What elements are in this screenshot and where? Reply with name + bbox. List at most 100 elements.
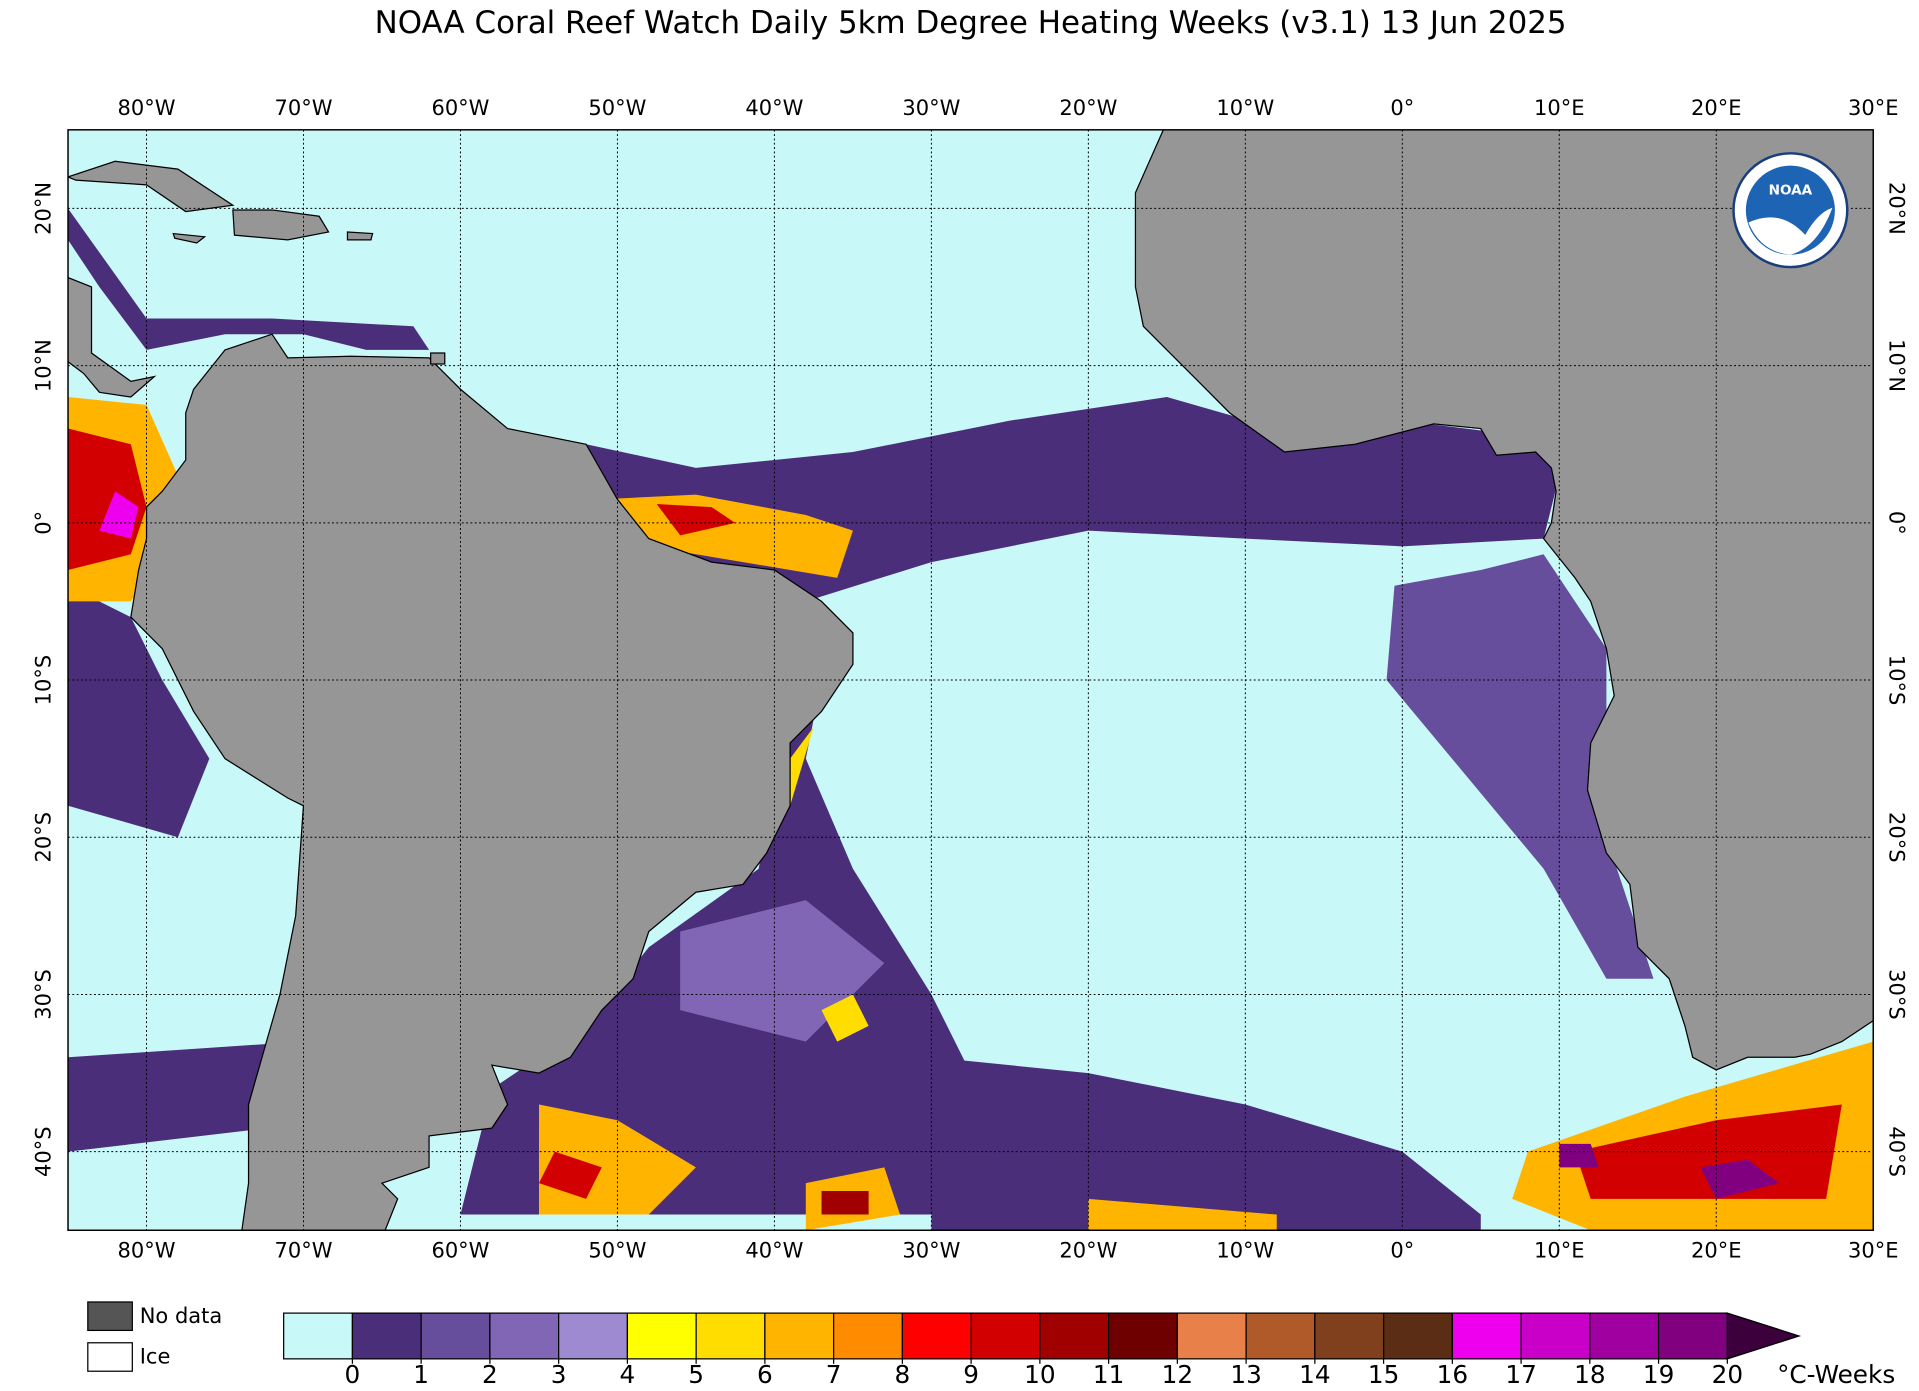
- lon-label-bottom: 0°: [1390, 1237, 1414, 1262]
- colorbar-tick-label: 15: [1368, 1360, 1399, 1389]
- land: [430, 352, 446, 365]
- colorbar-cell: [1382, 1312, 1453, 1360]
- colorbar-cell: [1451, 1312, 1522, 1360]
- colorbar-tick-label: 17: [1505, 1360, 1536, 1389]
- lat-label-right: 0°: [1884, 511, 1909, 535]
- legend: No data Ice: [87, 1301, 223, 1372]
- colorbar-cell: [1245, 1312, 1316, 1360]
- colorbar-cell: [489, 1312, 560, 1360]
- colorbar-tick-label: 13: [1230, 1360, 1261, 1389]
- colorbar-tick-label: 14: [1299, 1360, 1330, 1389]
- colorbar: 0 1 2 3 4 5 6 7 8 9 10 11 12 13 14 15 16 17 18 19 20 °C-Weeks: [283, 1312, 1895, 1389]
- colorbar-tick-label: 0: [345, 1360, 361, 1389]
- logo-bird: [1748, 207, 1833, 255]
- colorbar-extension: [1726, 1312, 1802, 1360]
- colorbar-tick-label: 7: [826, 1360, 842, 1389]
- heat-patch: [1559, 1143, 1599, 1168]
- lon-label-bottom: 10°E: [1534, 1237, 1585, 1262]
- lon-label-bottom: 50°W: [588, 1237, 646, 1262]
- legend-swatch: [87, 1342, 133, 1372]
- colorbar-tick-label: 6: [757, 1360, 773, 1389]
- colorbar-cell: [626, 1312, 697, 1360]
- colorbar-cell: [1589, 1312, 1660, 1360]
- lat-label-right: 40°S: [1884, 1126, 1909, 1177]
- noaa-logo: NOAA: [1732, 152, 1849, 269]
- colorbar-cell: [1314, 1312, 1385, 1360]
- colorbar-tick-label: 5: [688, 1360, 704, 1389]
- colorbar-tick-label: 18: [1574, 1360, 1605, 1389]
- lon-label-bottom: 10°W: [1216, 1237, 1274, 1262]
- lat-label-right: 20°N: [1884, 182, 1909, 235]
- land: [1134, 129, 1874, 1071]
- heat-patch: [1386, 554, 1654, 979]
- lon-label-top: 40°W: [745, 95, 803, 120]
- lon-label-bottom: 20°E: [1691, 1237, 1742, 1262]
- heat-patch: [99, 491, 139, 539]
- logo-text: NOAA: [1769, 182, 1813, 198]
- colorbar-cell: [833, 1312, 903, 1360]
- lat-label-left: 10°N: [31, 339, 56, 392]
- lon-label-bottom: 20°W: [1059, 1237, 1117, 1262]
- colorbar-tick-label: 16: [1437, 1360, 1468, 1389]
- colorbar-cell: [558, 1312, 629, 1360]
- colorbar-cell: [283, 1312, 354, 1360]
- lon-label-top: 0°: [1390, 95, 1414, 120]
- colorbar-cell: [420, 1312, 491, 1360]
- lon-label-top: 30°E: [1848, 95, 1899, 120]
- heat-patch: [821, 994, 869, 1042]
- lat-label-right: 10°S: [1884, 655, 1909, 706]
- lat-label-right: 30°S: [1884, 969, 1909, 1020]
- heat-patch: [601, 494, 853, 578]
- heat-patch: [68, 585, 210, 838]
- land: [130, 333, 854, 1231]
- lon-label-bottom: 40°W: [745, 1237, 803, 1262]
- colorbar-cell: [1657, 1312, 1728, 1360]
- colorbar-tick-label: 8: [895, 1360, 911, 1389]
- land: [346, 231, 374, 241]
- land-layer: [68, 129, 1874, 1231]
- lat-label-left: 20°N: [31, 182, 56, 235]
- legend-label: Ice: [140, 1344, 171, 1369]
- colorbar-cell: [695, 1312, 766, 1360]
- lon-label-top: 70°W: [274, 95, 332, 120]
- lon-label-bottom: 70°W: [274, 1237, 332, 1262]
- colorbar-cell: [764, 1312, 835, 1360]
- colorbar-unit: °C-Weeks: [1777, 1360, 1895, 1389]
- land: [68, 276, 157, 398]
- lon-label-top: 50°W: [588, 95, 646, 120]
- legend-label: No data: [140, 1303, 223, 1328]
- colorbar-tick-label: 1: [413, 1360, 429, 1389]
- lon-label-top: 20°E: [1691, 95, 1742, 120]
- colorbar-tick-label: 2: [482, 1360, 498, 1389]
- colorbar-cell: [351, 1312, 422, 1360]
- lat-label-left: 20°S: [31, 812, 56, 863]
- heat-patch: [538, 1151, 602, 1199]
- lon-label-top: 30°W: [902, 95, 960, 120]
- legend-swatch: [87, 1301, 133, 1332]
- colorbar-tick-label: 4: [620, 1360, 636, 1389]
- colorbar-tick-label: 9: [963, 1360, 979, 1389]
- colorbar-tick-label: 3: [551, 1360, 567, 1389]
- colorbar-cell: [1107, 1312, 1178, 1360]
- colorbar-cell: [1520, 1312, 1591, 1360]
- grid-layer: 80°W 80°W 70°W 70°W 60°W 60°W 50°W 50°W 40°W 40°W…: [31, 95, 1910, 1262]
- lon-label-bottom: 30°E: [1848, 1237, 1899, 1262]
- lon-label-top: 80°W: [118, 95, 176, 120]
- colorbar-cell: [1176, 1312, 1247, 1360]
- colorbar-tick-label: 20: [1712, 1360, 1743, 1389]
- title: NOAA Coral Reef Watch Daily 5km Degree H…: [375, 5, 1567, 41]
- heat-patch: [68, 208, 430, 350]
- lat-label-left: 40°S: [31, 1126, 56, 1177]
- lon-label-top: 10°E: [1534, 95, 1585, 120]
- lon-label-top: 10°W: [1216, 95, 1274, 120]
- lat-label-right: 10°N: [1884, 339, 1909, 392]
- heat-patch: [1088, 1198, 1277, 1231]
- land: [172, 232, 207, 244]
- lat-label-left: 10°S: [31, 655, 56, 706]
- lon-label-top: 60°W: [431, 95, 489, 120]
- heat-patch: [821, 1190, 869, 1215]
- colorbar-tick-label: 10: [1024, 1360, 1055, 1389]
- lat-label-right: 20°S: [1884, 812, 1909, 863]
